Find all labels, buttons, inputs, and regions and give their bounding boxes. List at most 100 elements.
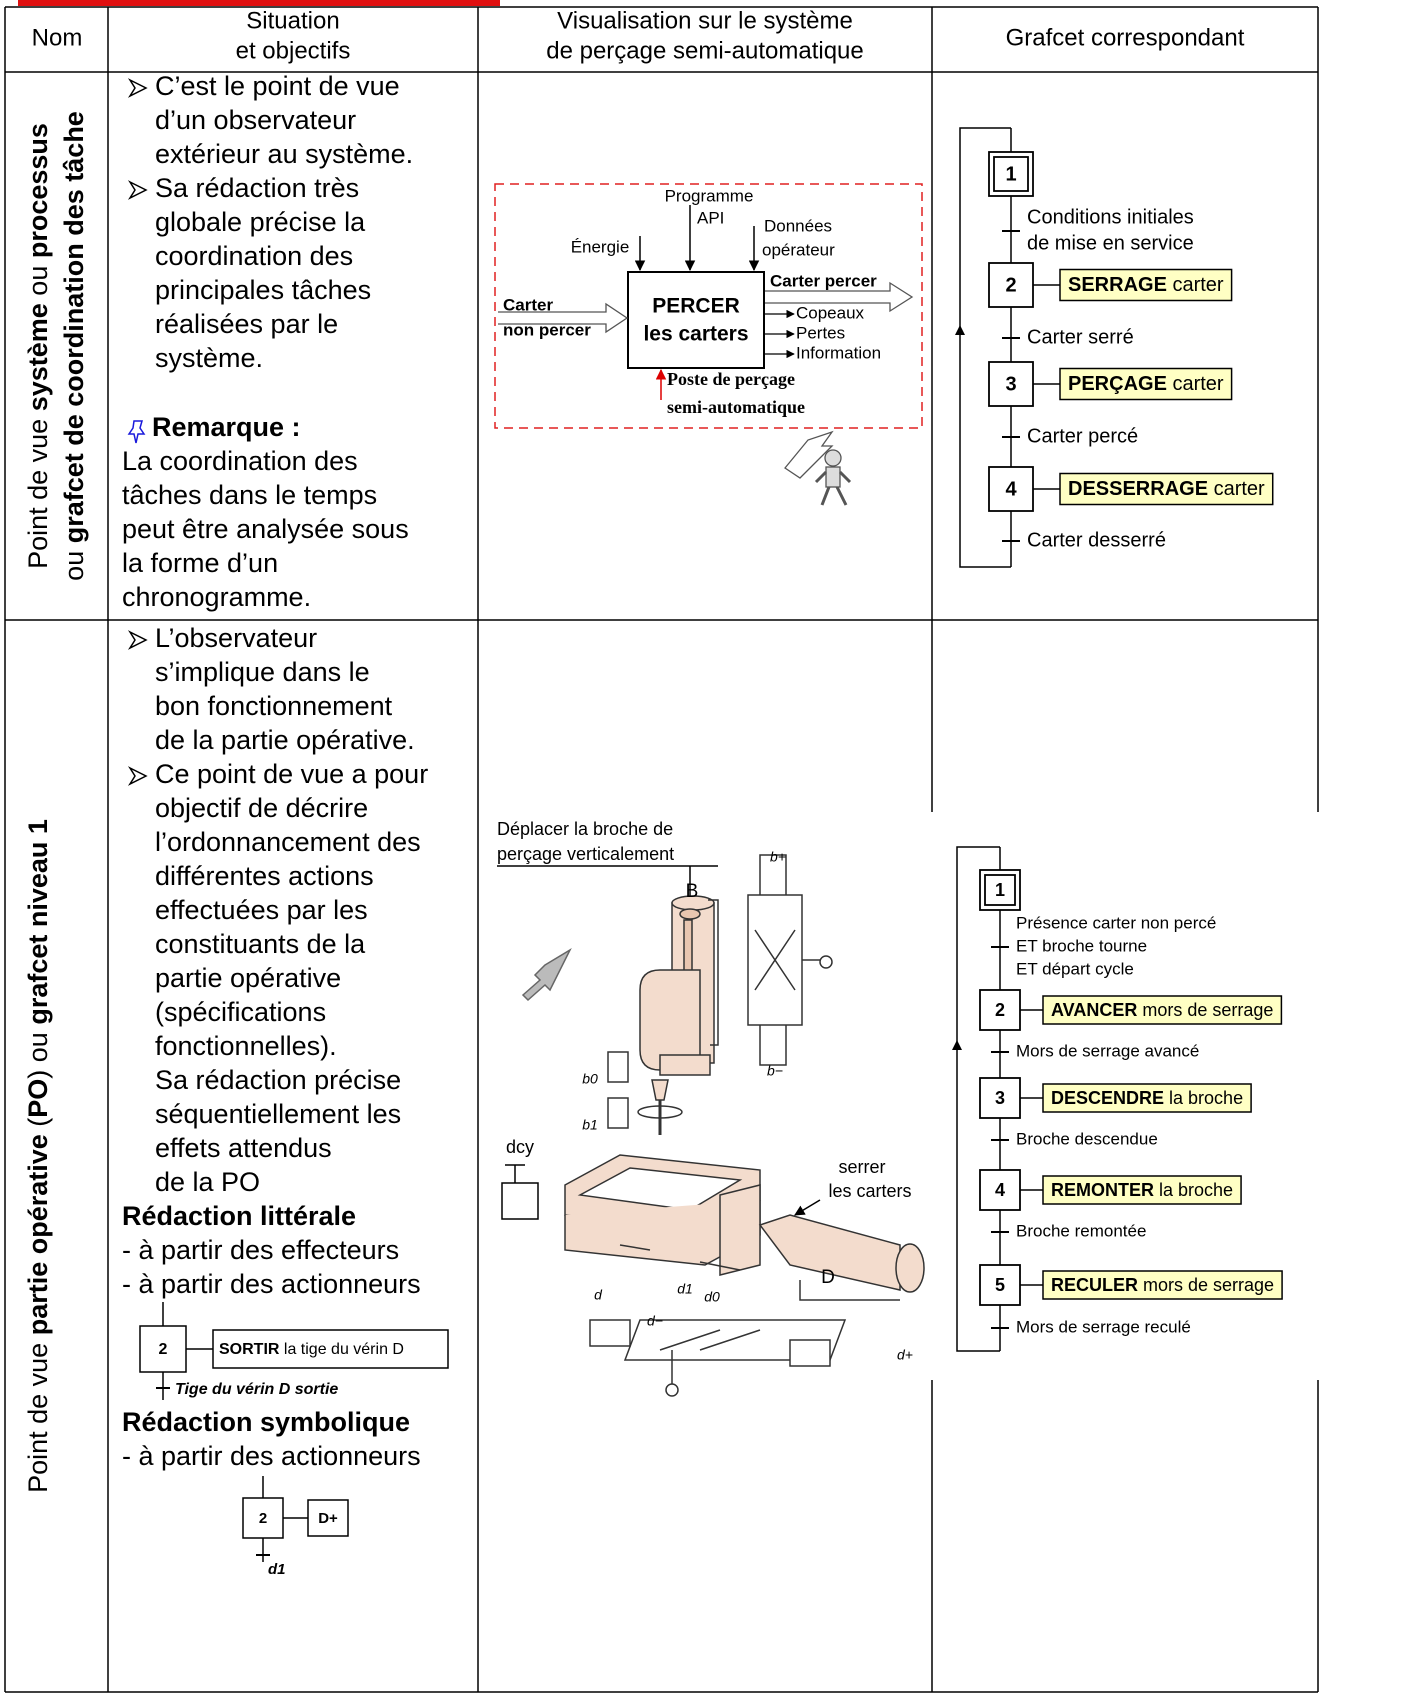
section-title: Rédaction symbolique: [122, 1407, 410, 1437]
situation-text: d’un observateur: [155, 105, 356, 135]
row-name-part: ) ou: [23, 1025, 53, 1079]
situation-text: de la PO: [155, 1167, 260, 1197]
situation-text: - à partir des effecteurs: [122, 1235, 399, 1265]
step-number: 1: [995, 880, 1005, 900]
action-text-part: DESCENDRE: [1051, 1088, 1164, 1108]
initial-step-inner: [993, 156, 1029, 192]
transition-label: de mise en service: [1027, 232, 1194, 254]
action-box: [1042, 995, 1283, 1025]
situation-text: fonctionnelles).: [155, 1031, 337, 1061]
situation-text: L’observateur: [155, 623, 317, 653]
action-box: [1059, 367, 1233, 401]
mini-transition-label: Tige du vérin D sortie: [175, 1381, 338, 1398]
action-text-part: RECULER: [1051, 1275, 1138, 1295]
row-name: ou grafcet de coordination des tâche: [59, 111, 89, 581]
header-cell: Grafcet correspondant: [1006, 24, 1245, 51]
diagram-label: Programme: [665, 186, 754, 205]
mini-action-text-part: la tige du vérin D: [279, 1341, 404, 1358]
sensor-label: d+: [897, 1347, 913, 1363]
situation-text: C’est le point de vue: [155, 71, 400, 101]
bullet: [127, 78, 148, 98]
sensor-label: d−: [647, 1313, 663, 1329]
pin-icon: [127, 420, 146, 444]
mini-step-number: 2: [159, 1341, 168, 1358]
mini-step-number: 2: [259, 1510, 267, 1527]
header-cell: Visualisation sur le système: [557, 7, 853, 34]
machine-sketch: [497, 854, 925, 1397]
transition-label: Mors de serrage avancé: [1016, 1041, 1199, 1060]
step-number: 3: [1005, 373, 1016, 395]
grafcet-loop: [959, 127, 1011, 568]
situation-text: différentes actions: [155, 861, 374, 891]
situation-text: coordination des: [155, 241, 353, 271]
action-text-part: mors de serrage: [1138, 1275, 1274, 1295]
row-name-part: ou: [23, 258, 53, 303]
situation-text: partie opérative: [155, 963, 341, 993]
action-box: [1042, 1270, 1283, 1300]
part-label: B: [686, 881, 699, 902]
action-text-part: PERÇAGE: [1068, 373, 1167, 395]
situation-text: l’ordonnancement des: [155, 827, 421, 857]
row-name-part: Point de vue: [23, 1335, 53, 1493]
caption: Déplacer la broche de: [497, 819, 673, 839]
step-number: 2: [1005, 274, 1016, 296]
transition-label: Conditions initiales: [1027, 206, 1194, 228]
action-text: SERRAGE carter: [1068, 274, 1224, 296]
transition-label: Mors de serrage reculé: [1016, 1317, 1191, 1336]
row-name-part: système: [23, 303, 53, 411]
action-text-part: DESSERRAGE: [1068, 478, 1208, 500]
transition-label: Carter desserré: [1027, 529, 1166, 551]
situation-text: - à partir des actionneurs: [122, 1441, 421, 1471]
action-text: DESCENDRE la broche: [1051, 1088, 1243, 1108]
output-label: Carter percer: [770, 271, 877, 290]
mini-action-box: [307, 1499, 349, 1537]
initial-step-inner: [984, 874, 1016, 906]
situation-text: effets attendus: [155, 1133, 332, 1163]
transition-label: ET départ cycle: [1016, 959, 1134, 978]
grafcet-loop: [956, 846, 1000, 1352]
bullet: [127, 180, 148, 200]
transition-label: ET broche tourne: [1016, 936, 1147, 955]
action-text-part: la broche: [1154, 1180, 1233, 1200]
situation-text: de la partie opérative.: [155, 725, 415, 755]
step-box: [979, 869, 1021, 911]
action-text: AVANCER mors de serrage: [1051, 1000, 1273, 1020]
transition-label: Carter percé: [1027, 425, 1138, 447]
by-product-label: Information: [796, 343, 881, 362]
situation-text: Sa rédaction très: [155, 173, 359, 203]
header-cell: et objectifs: [236, 37, 351, 64]
row-name-part: grafcet de coordination des tâche: [59, 111, 89, 543]
action-box: [1042, 1083, 1252, 1113]
diagram-label: opérateur: [762, 240, 835, 259]
action-box: [1042, 1175, 1242, 1205]
situation-text: effectuées par les: [155, 895, 368, 925]
by-product-label: Copeaux: [796, 303, 865, 322]
function-diagram: [494, 183, 923, 506]
diagram-label: API: [697, 208, 724, 227]
sensor-label: b−: [767, 1063, 783, 1079]
situation-text: bon fonctionnement: [155, 691, 393, 721]
step-box: [988, 151, 1034, 197]
section-title: Rédaction littérale: [122, 1201, 356, 1231]
caption: perçage verticalement: [497, 844, 674, 864]
row-name-part: grafcet niveau 1: [23, 819, 53, 1025]
sensor-label: b0: [582, 1071, 598, 1087]
transition-label: Broche remontée: [1016, 1221, 1146, 1240]
part-label: dcy: [506, 1137, 534, 1157]
situation-text: système.: [155, 343, 263, 373]
bullet: [127, 766, 148, 786]
sensor-label: d1: [677, 1281, 693, 1297]
top-bar: [18, 0, 500, 6]
sensor-label: b1: [582, 1117, 598, 1133]
situation-text: constituants de la: [155, 929, 366, 959]
situation-text: s’implique dans le: [155, 657, 370, 687]
situation-text: - à partir des actionneurs: [122, 1269, 421, 1299]
bullet: [127, 630, 148, 650]
diagram-label: Données: [764, 216, 832, 235]
action-text-part: carter: [1167, 373, 1224, 395]
function-label: PERCER: [652, 295, 740, 318]
action-text: DESSERRAGE carter: [1068, 478, 1265, 500]
header-cell: Situation: [246, 7, 339, 34]
